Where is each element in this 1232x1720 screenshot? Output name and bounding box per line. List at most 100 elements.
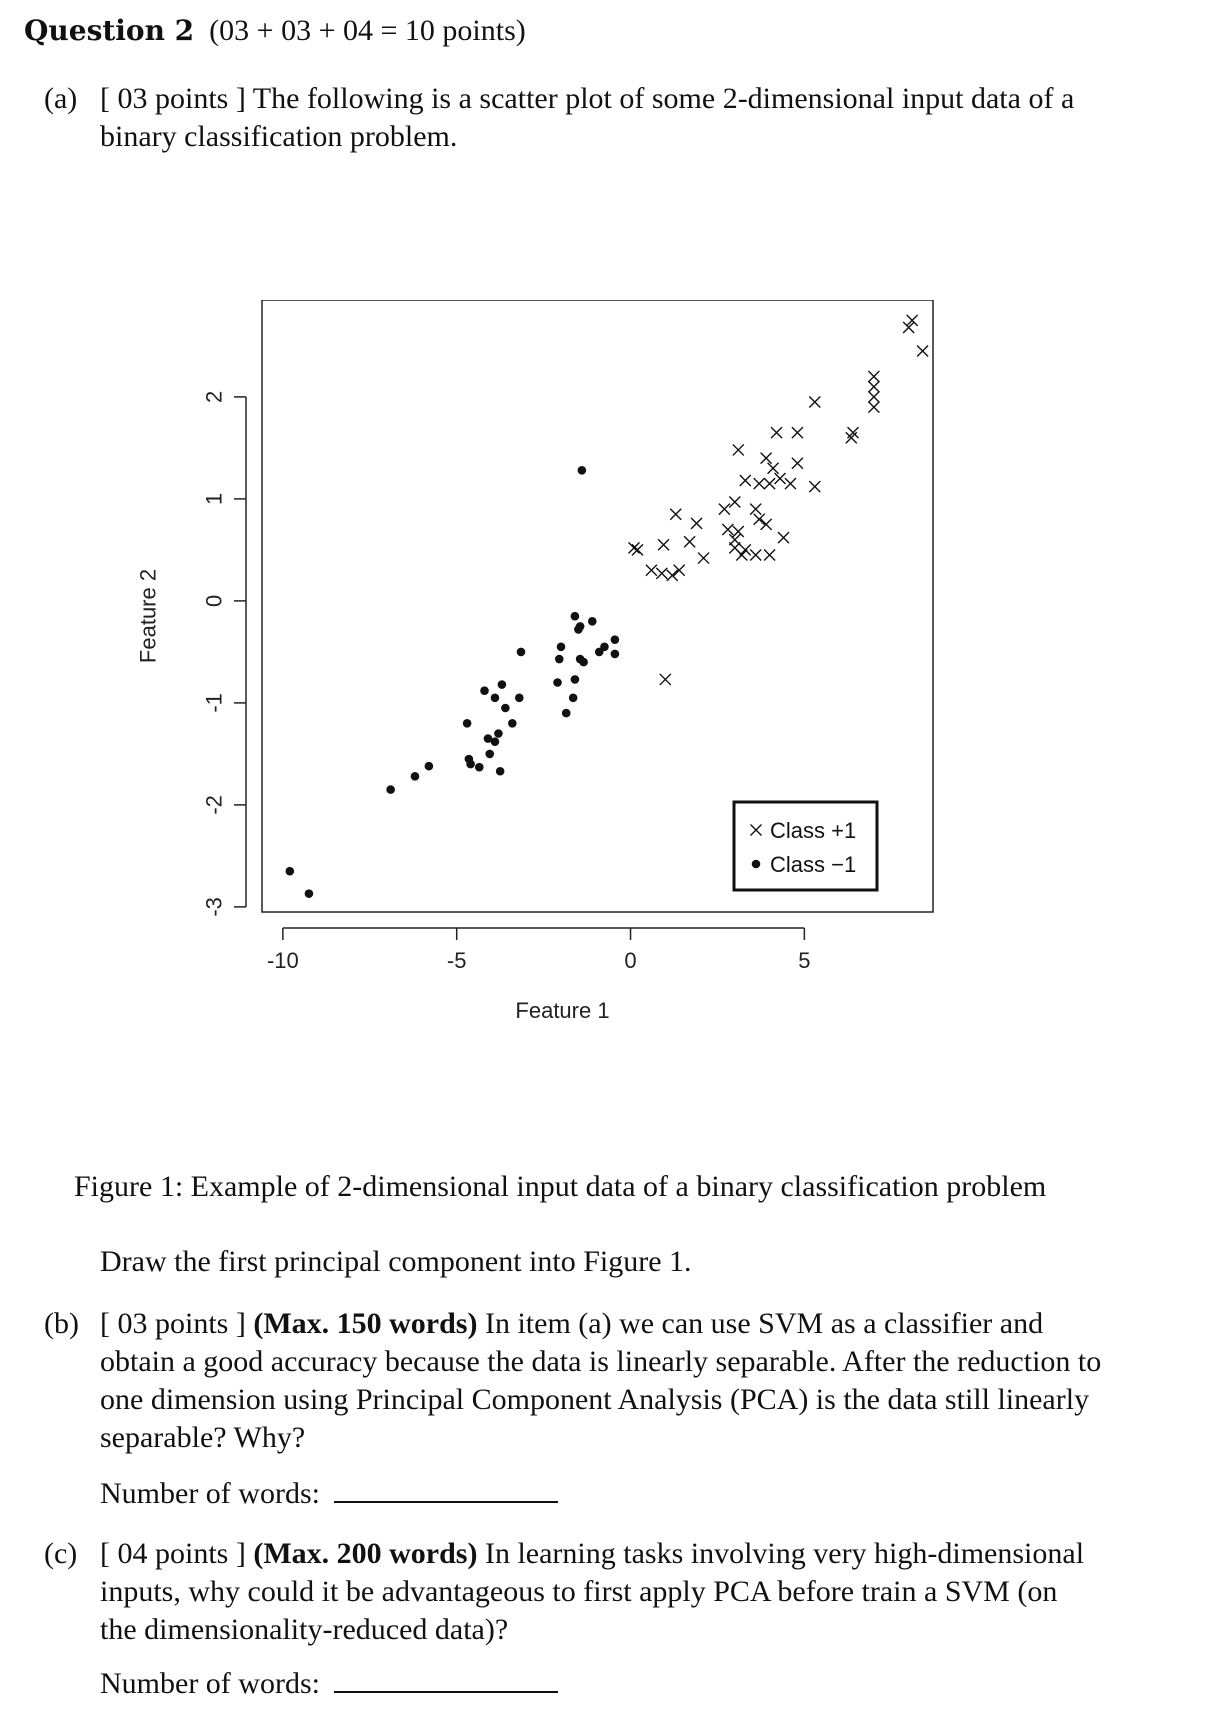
class-plus-point [763,549,776,561]
part-b-label: (b) [44,1307,79,1340]
class-minus-point [480,686,489,695]
part-b-word-count-label: Number of words: [100,1477,320,1510]
class-minus-point [514,693,524,703]
class-minus-point [553,678,562,687]
class-plus-point [732,443,745,456]
class-minus-point [386,785,395,794]
part-c-word-count-blank[interactable] [333,1665,558,1693]
class-minus-point [490,737,500,746]
class-plus-point [916,345,929,357]
legend-box [732,800,879,892]
class-minus-point [501,703,510,713]
class-minus-point [495,766,505,776]
class-minus-point [516,647,526,657]
class-plus-point [697,552,710,565]
class-plus-point [777,531,790,544]
y-tick-label: -1 [202,693,227,713]
class-plus-point [631,543,644,556]
class-minus-point [424,761,434,771]
class-plus-point [690,517,703,530]
part-a-points: [ 03 points ] [100,82,246,115]
y-tick-label: 2 [202,391,227,403]
legend-label: Class +1 [770,818,856,843]
class-minus-point [594,647,604,657]
class-plus-point [760,452,773,465]
class-plus-point [808,480,821,493]
x-tick-label: 0 [624,948,636,973]
y-tick-label: 1 [202,493,227,505]
class-plus-point [770,426,783,439]
legend-marker-x [750,824,762,836]
class-plus-point [767,462,780,475]
part-c-word-count-label: Number of words: [100,1667,320,1700]
class-minus-point [570,611,580,621]
class-plus-point [732,525,745,538]
class-plus-point [749,503,762,516]
class-plus-point [657,538,670,551]
class-minus-point [579,657,588,667]
class-plus-point [902,321,915,334]
question-number: Question 2 [24,14,195,47]
part-b-line3: one dimension using Principal Component … [100,1383,1090,1416]
part-b-line1: In item (a) we can use SVM as a classifi… [484,1307,1044,1340]
class-plus-point [718,503,731,516]
class-plus-point [845,431,858,444]
class-plus-point [867,380,880,393]
class-plus-point [784,477,797,490]
part-b-word-count-blank[interactable] [333,1475,558,1503]
figure-instruction: Draw the first principal component into … [100,1245,692,1278]
part-c-text: [ 04 points ] (Max. 200 words) In learni… [100,1535,1202,1649]
class-plus-point [659,673,672,686]
class-plus-point [739,543,752,556]
class-minus-point [554,654,564,664]
class-minus-point [561,708,571,718]
part-c-line1: In learning tasks involving very high-di… [484,1537,1085,1570]
part-a-text-line2: binary classification problem. [100,120,458,153]
class-plus-point [867,390,880,403]
class-plus-point [721,523,734,536]
part-b-points: [ 03 points ] [100,1307,246,1340]
plot-frame [261,300,934,913]
class-plus-point [791,426,804,439]
class-minus-point [285,866,295,876]
class-minus-point [490,693,500,703]
class-minus-point [462,719,472,728]
class-minus-point [474,762,484,772]
class-plus-point [628,541,640,554]
x-tick-label: -10 [267,948,299,973]
part-b-line4: separable? Why? [100,1421,306,1454]
class-plus-point [867,401,880,414]
x-axis-label: Feature 1 [515,998,609,1023]
class-minus-point [508,719,517,728]
figure-caption: Figure 1: Example of 2-dimensional input… [74,1170,1047,1203]
class-minus-point [466,759,475,769]
class-plus-point [669,508,682,521]
class-plus-point [739,474,752,487]
part-c-line2: inputs, why could it be advantageous to … [100,1575,1058,1608]
class-minus-point [556,642,566,652]
class-plus-point [655,567,668,580]
class-minus-point [610,635,620,644]
legend-marker-dot [751,859,761,869]
part-c-points: [ 04 points ] [100,1537,246,1570]
class-plus-point [645,564,658,577]
class-plus-point [728,495,741,508]
y-axis-label: Feature 2 [136,569,161,663]
part-c-word-count: Number of words: [100,1665,558,1701]
class-minus-point [568,693,578,703]
class-minus-point [483,734,493,743]
class-plus-point [763,477,776,490]
part-b-line2: obtain a good accuracy because the data … [100,1345,1102,1378]
class-plus-point [749,549,762,561]
y-tick-label: -3 [202,897,227,917]
class-minus-point [574,625,583,634]
part-a-label: (a) [44,82,78,115]
part-c-limit: (Max. 200 words) [253,1537,478,1570]
class-plus-point [774,472,787,485]
part-c-label: (c) [44,1537,78,1570]
part-c-line3: the dimensionality-reduced data)? [100,1613,509,1646]
y-tick-label: 0 [202,595,227,607]
class-minus-point [497,680,507,689]
